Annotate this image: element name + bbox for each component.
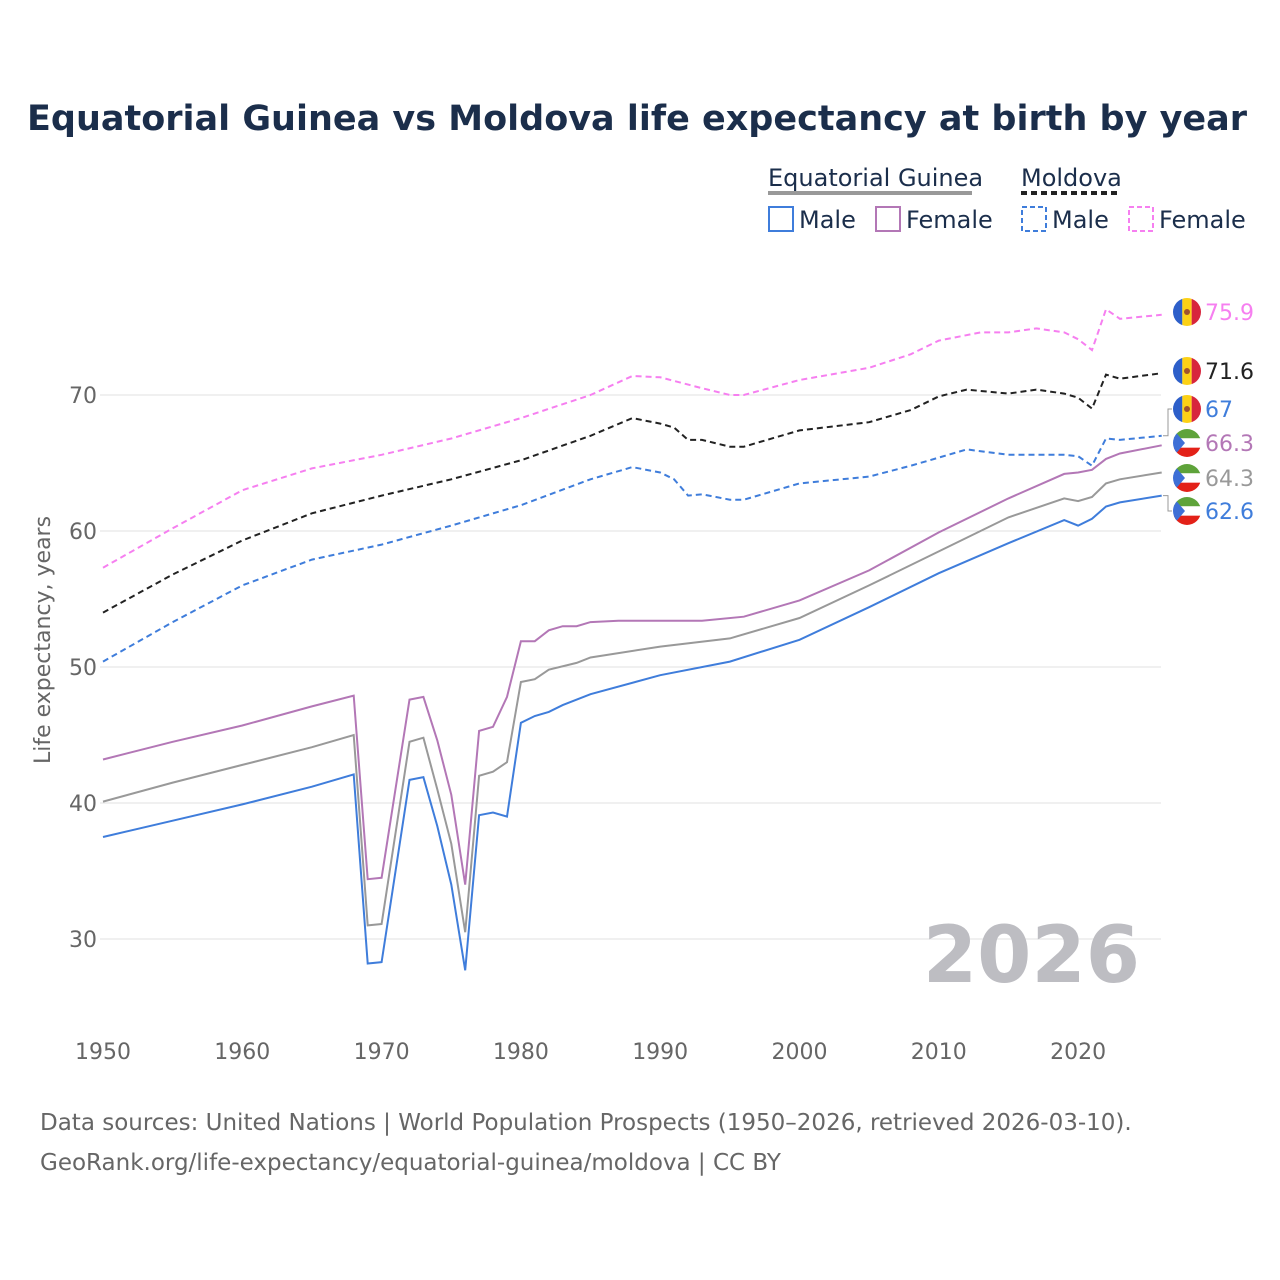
end-value-label: 62.6 [1205, 500, 1254, 525]
legend-swatch-md-male [1021, 206, 1047, 232]
x-tick-label: 2000 [772, 1040, 828, 1065]
chart-title: Equatorial Guinea vs Moldova life expect… [27, 99, 1248, 139]
flag-stripe [1191, 395, 1201, 423]
flag-body [1173, 395, 1201, 423]
y-tick-label: 70 [69, 384, 97, 409]
end-labels: 75.9 71.6 67 66.3 64.3 62.6 [1163, 298, 1254, 525]
flag-body [1173, 298, 1201, 326]
flag-stripe [1173, 438, 1201, 448]
flag-stripe [1191, 357, 1201, 385]
x-axis: 1950 1960 1970 1980 1990 2000 2010 2020 [75, 1040, 1106, 1065]
moldova-flag-icon [1173, 395, 1201, 423]
leader-line [1163, 495, 1172, 512]
series-line-moldova-male [102, 434, 1162, 663]
flag-stripe [1173, 447, 1201, 457]
moldova-flag-icon [1173, 357, 1201, 385]
equatorial-guinea-flag-icon [1173, 464, 1201, 492]
y-axis-label: Life expectancy, years [31, 516, 56, 764]
flag-emblem [1184, 309, 1190, 315]
legend-label-eg-female: Female [906, 206, 993, 234]
end-value-label: 67 [1205, 398, 1233, 423]
series-line-equatorial-guinea-female [102, 444, 1162, 885]
legend-swatch-eg-female [875, 206, 901, 232]
gridlines [100, 394, 1161, 940]
leader-line [1163, 408, 1172, 437]
flag-stripe [1191, 298, 1201, 326]
series-line-moldova-female [102, 307, 1162, 569]
flag-stripe [1173, 497, 1201, 507]
legend: Equatorial Guinea Moldova Male Female Ma… [768, 164, 1246, 234]
flag-triangle [1173, 497, 1185, 525]
x-tick-label: 1980 [493, 1040, 549, 1065]
flag-emblem [1184, 406, 1190, 412]
footer-url[interactable]: GeoRank.org/life-expectancy/equatorial-g… [40, 1150, 782, 1176]
x-tick-label: 1950 [75, 1040, 131, 1065]
x-tick-label: 1960 [214, 1040, 270, 1065]
series-lines [102, 307, 1162, 971]
end-value-label: 71.6 [1205, 360, 1254, 385]
x-tick-label: 2020 [1050, 1040, 1106, 1065]
flag-emblem [1184, 368, 1190, 374]
flag-body [1173, 357, 1201, 385]
flag-triangle [1173, 464, 1185, 492]
flag-stripe [1173, 506, 1201, 516]
x-tick-label: 2010 [911, 1040, 967, 1065]
legend-group-moldova: Moldova [1021, 164, 1122, 192]
flag-stripe [1173, 395, 1183, 423]
y-axis: 30 40 50 60 70 [69, 384, 97, 953]
moldova-flag-icon [1173, 298, 1201, 326]
equatorial-guinea-flag-icon [1173, 429, 1201, 457]
end-value-label: 75.9 [1205, 301, 1254, 326]
y-tick-label: 30 [69, 928, 97, 953]
y-tick-label: 40 [69, 792, 97, 817]
flag-triangle [1173, 429, 1185, 457]
legend-swatch-md-female [1128, 206, 1154, 232]
legend-label-md-female: Female [1159, 206, 1246, 234]
flag-stripe [1173, 298, 1183, 326]
footer-sources: Data sources: United Nations | World Pop… [40, 1110, 1132, 1136]
flag-body [1173, 497, 1201, 525]
flag-stripe [1173, 473, 1201, 483]
legend-label-md-male: Male [1052, 206, 1109, 234]
flag-stripe [1173, 357, 1183, 385]
end-value-label: 66.3 [1205, 432, 1254, 457]
flag-body [1173, 429, 1201, 457]
legend-group-equatorial-guinea: Equatorial Guinea [768, 164, 983, 192]
year-watermark: 2026 [923, 911, 1140, 1001]
equatorial-guinea-flag-icon [1173, 497, 1201, 525]
flag-stripe [1173, 515, 1201, 525]
y-tick-label: 50 [69, 656, 97, 681]
legend-swatch-eg-male [768, 206, 794, 232]
flag-body [1173, 464, 1201, 492]
series-line-equatorial-guinea [102, 471, 1162, 933]
end-value-label: 64.3 [1205, 467, 1254, 492]
x-tick-label: 1970 [354, 1040, 410, 1065]
legend-label-eg-male: Male [799, 206, 856, 234]
series-line-equatorial-guinea-male [102, 494, 1162, 971]
flag-stripe [1173, 464, 1201, 474]
y-tick-label: 60 [69, 520, 97, 545]
x-tick-label: 1990 [632, 1040, 688, 1065]
series-line-moldova [102, 372, 1162, 614]
flag-stripe [1173, 482, 1201, 492]
flag-stripe [1173, 429, 1201, 439]
